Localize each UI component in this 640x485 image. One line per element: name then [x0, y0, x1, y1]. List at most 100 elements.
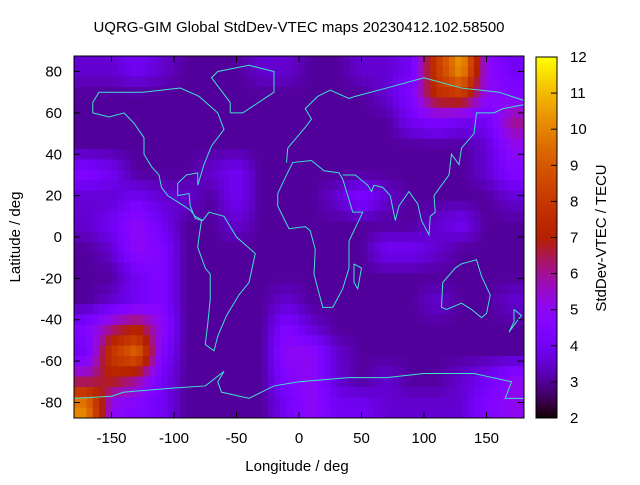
- heatmap-cell: [224, 66, 231, 78]
- heatmap-cell: [486, 66, 494, 78]
- colorbar-tick-label: 4: [570, 338, 578, 355]
- heatmap-cell: [511, 211, 519, 222]
- heatmap-cell: [211, 355, 219, 367]
- heatmap-cell: [124, 169, 131, 181]
- heatmap-cell: [255, 345, 262, 357]
- heatmap-cell: [380, 324, 387, 336]
- heatmap-cell: [299, 242, 306, 254]
- heatmap-cell: [499, 324, 506, 336]
- heatmap-cell: [155, 138, 162, 150]
- heatmap-cell: [317, 190, 325, 202]
- heatmap-cell: [211, 180, 219, 191]
- heatmap-cell: [399, 304, 406, 316]
- heatmap-cell: [474, 128, 481, 140]
- heatmap-cell: [236, 262, 244, 274]
- heatmap-cell: [499, 304, 506, 316]
- heatmap-cell: [311, 128, 319, 140]
- heatmap-cell: [367, 304, 375, 316]
- heatmap-cell: [324, 273, 331, 285]
- heatmap-cell: [236, 190, 244, 202]
- heatmap-cell: [180, 242, 187, 254]
- heatmap-cell: [324, 190, 331, 202]
- heatmap-cell: [374, 128, 381, 140]
- heatmap-cell: [499, 231, 506, 243]
- heatmap-cell: [342, 283, 350, 295]
- heatmap-cell: [392, 314, 400, 326]
- heatmap-cell: [80, 149, 87, 160]
- heatmap-cell: [242, 211, 250, 222]
- heatmap-cell: [242, 66, 250, 78]
- heatmap-cell: [136, 76, 144, 88]
- colorbar-segment: [536, 282, 557, 287]
- heatmap-cell: [236, 355, 244, 367]
- heatmap-cell: [242, 118, 250, 129]
- y-tick-label: -40: [40, 312, 62, 329]
- heatmap-cell: [92, 324, 100, 336]
- colorbar-segment: [536, 390, 557, 395]
- heatmap-cell: [505, 118, 512, 129]
- heatmap-cell: [467, 56, 475, 67]
- heatmap-cell: [467, 231, 475, 243]
- heatmap-cell: [442, 97, 450, 109]
- heatmap-cell: [149, 231, 156, 243]
- heatmap-cell: [367, 386, 375, 398]
- heatmap-cell: [480, 273, 487, 285]
- heatmap-cell: [92, 87, 100, 98]
- heatmap-cell: [442, 149, 450, 160]
- colorbar-segment: [536, 180, 557, 184]
- heatmap-cell: [99, 273, 106, 285]
- heatmap-cell: [180, 366, 187, 378]
- heatmap-cell: [430, 366, 437, 378]
- heatmap-cell: [436, 324, 444, 336]
- heatmap-cell: [205, 107, 212, 119]
- heatmap-cell: [349, 221, 356, 233]
- heatmap-cell: [167, 211, 175, 222]
- heatmap-cell: [430, 231, 437, 243]
- heatmap-cell: [192, 66, 200, 78]
- heatmap-cell: [186, 169, 194, 181]
- heatmap-cell: [174, 231, 181, 243]
- heatmap-cell: [280, 386, 287, 398]
- heatmap-cell: [424, 293, 431, 305]
- heatmap-cell: [230, 304, 237, 316]
- heatmap-cell: [505, 376, 512, 388]
- heatmap-cell: [236, 386, 244, 398]
- heatmap-cell: [242, 242, 250, 254]
- heatmap-cell: [436, 376, 444, 388]
- heatmap-cell: [330, 169, 337, 181]
- heatmap-cell: [105, 200, 112, 212]
- heatmap-cell: [236, 169, 244, 181]
- heatmap-cell: [99, 242, 106, 254]
- heatmap-cell: [342, 200, 350, 212]
- heatmap-cell: [130, 149, 137, 160]
- heatmap-cell: [217, 335, 225, 347]
- heatmap-cell: [124, 190, 131, 202]
- heatmap-cell: [392, 107, 400, 119]
- heatmap-cell: [199, 366, 206, 378]
- heatmap-cell: [86, 97, 94, 109]
- heatmap-cell: [274, 242, 281, 254]
- heatmap-cell: [417, 190, 425, 202]
- heatmap-cell: [486, 97, 494, 109]
- heatmap-cell: [417, 128, 425, 140]
- colorbar-segment: [536, 300, 557, 305]
- heatmap-cell: [205, 324, 212, 336]
- heatmap-cell: [324, 211, 331, 222]
- colorbar-segment: [536, 258, 557, 263]
- heatmap-cell: [374, 242, 381, 254]
- heatmap-cell: [274, 262, 281, 274]
- heatmap-cell: [280, 200, 287, 212]
- colorbar-segment: [536, 381, 557, 386]
- heatmap-cell: [86, 190, 94, 202]
- heatmap-cell: [311, 76, 319, 88]
- heatmap-cell: [149, 397, 156, 409]
- heatmap-cell: [499, 355, 506, 367]
- heatmap-cell: [430, 314, 437, 326]
- heatmap-cell: [242, 324, 250, 336]
- heatmap-cell: [355, 169, 362, 181]
- heatmap-cell: [355, 180, 362, 191]
- heatmap-cell: [330, 386, 337, 398]
- heatmap-cell: [92, 397, 100, 409]
- heatmap-cell: [130, 231, 137, 243]
- heatmap-cell: [417, 87, 425, 98]
